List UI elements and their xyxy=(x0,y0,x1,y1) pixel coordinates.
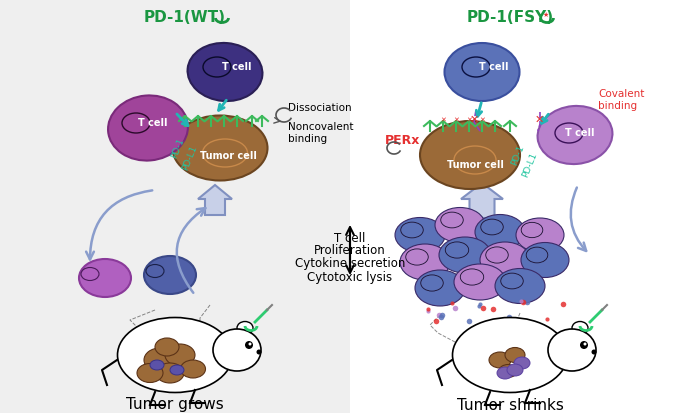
Ellipse shape xyxy=(420,121,520,189)
FancyArrow shape xyxy=(461,183,503,218)
Text: Cytokine secretion: Cytokine secretion xyxy=(295,257,405,271)
Text: T cell: T cell xyxy=(223,62,252,72)
Text: ✕: ✕ xyxy=(479,117,485,123)
Circle shape xyxy=(245,341,253,349)
Ellipse shape xyxy=(415,270,465,306)
Ellipse shape xyxy=(165,344,195,366)
Text: ✕: ✕ xyxy=(469,115,479,125)
Ellipse shape xyxy=(144,256,196,294)
Text: T cell: T cell xyxy=(480,62,509,72)
Text: ✕: ✕ xyxy=(534,115,544,125)
Ellipse shape xyxy=(137,363,163,382)
Text: PD-1(WT): PD-1(WT) xyxy=(144,9,226,24)
Text: PD-1: PD-1 xyxy=(510,143,526,166)
Text: ✕: ✕ xyxy=(453,117,459,123)
Ellipse shape xyxy=(475,214,525,249)
Circle shape xyxy=(256,349,262,354)
Ellipse shape xyxy=(516,218,564,252)
Ellipse shape xyxy=(108,95,188,161)
Text: Tumor shrinks: Tumor shrinks xyxy=(456,397,564,413)
Text: Tumor cell: Tumor cell xyxy=(199,151,256,161)
Ellipse shape xyxy=(155,338,179,356)
Ellipse shape xyxy=(444,43,519,101)
Text: Tumor grows: Tumor grows xyxy=(126,397,224,413)
Ellipse shape xyxy=(156,363,184,383)
Ellipse shape xyxy=(439,237,491,273)
Text: PD-1: PD-1 xyxy=(170,136,186,159)
Ellipse shape xyxy=(572,321,588,335)
Text: T cell: T cell xyxy=(566,128,595,138)
Text: PD-1(FSY): PD-1(FSY) xyxy=(466,9,554,24)
Ellipse shape xyxy=(521,242,569,278)
Ellipse shape xyxy=(118,318,232,392)
Text: ✕: ✕ xyxy=(440,117,446,123)
Ellipse shape xyxy=(237,321,253,335)
Circle shape xyxy=(592,349,596,354)
Text: Proliferation: Proliferation xyxy=(314,244,386,257)
Ellipse shape xyxy=(495,268,545,304)
Ellipse shape xyxy=(435,207,485,242)
Text: ✕: ✕ xyxy=(466,117,472,123)
Ellipse shape xyxy=(170,365,184,375)
Ellipse shape xyxy=(480,242,530,278)
FancyArrow shape xyxy=(198,185,232,215)
Text: PERx: PERx xyxy=(385,133,421,147)
Bar xyxy=(350,0,700,413)
Ellipse shape xyxy=(452,318,568,392)
FancyArrowPatch shape xyxy=(86,190,152,259)
Text: PD-L1: PD-L1 xyxy=(181,144,199,172)
Ellipse shape xyxy=(400,244,450,280)
Text: T cell: T cell xyxy=(335,232,365,244)
Ellipse shape xyxy=(213,329,261,371)
Ellipse shape xyxy=(181,360,206,378)
Ellipse shape xyxy=(538,106,612,164)
Ellipse shape xyxy=(150,360,164,370)
Circle shape xyxy=(580,341,588,349)
Circle shape xyxy=(584,342,587,346)
Text: ★: ★ xyxy=(543,12,549,18)
Ellipse shape xyxy=(188,43,262,101)
Ellipse shape xyxy=(548,329,596,371)
FancyArrowPatch shape xyxy=(570,188,586,251)
Ellipse shape xyxy=(454,264,506,300)
Text: PD-L1: PD-L1 xyxy=(521,151,539,179)
Ellipse shape xyxy=(172,116,267,180)
Ellipse shape xyxy=(144,348,176,372)
Ellipse shape xyxy=(395,218,445,252)
Text: Cytotoxic lysis: Cytotoxic lysis xyxy=(307,271,393,283)
FancyArrowPatch shape xyxy=(177,208,205,293)
Text: T cell: T cell xyxy=(139,118,168,128)
Text: Noncovalent
binding: Noncovalent binding xyxy=(288,122,354,144)
Ellipse shape xyxy=(489,352,511,368)
Text: Dissociation: Dissociation xyxy=(288,103,351,113)
Ellipse shape xyxy=(79,259,131,297)
Ellipse shape xyxy=(514,357,530,369)
Text: Tumor cell: Tumor cell xyxy=(447,160,503,170)
Ellipse shape xyxy=(505,347,525,363)
Bar xyxy=(0,0,350,413)
Circle shape xyxy=(248,342,251,346)
Text: Covalent
binding: Covalent binding xyxy=(598,89,645,111)
Ellipse shape xyxy=(507,364,523,376)
Ellipse shape xyxy=(497,367,513,379)
Ellipse shape xyxy=(499,365,517,377)
